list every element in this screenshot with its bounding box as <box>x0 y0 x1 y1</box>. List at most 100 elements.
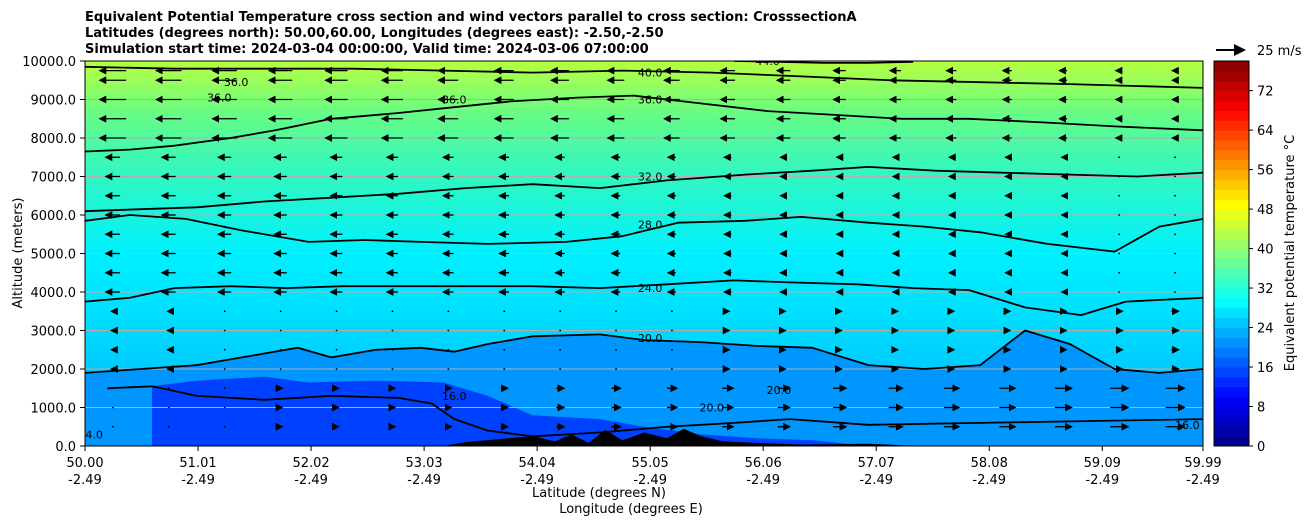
y-tick-label: 8000.0 <box>31 132 77 147</box>
wind-vector <box>223 348 226 351</box>
x-axis-label-latitude: Latitude (degrees N) <box>532 486 666 501</box>
wind-vector <box>112 406 114 409</box>
colorbar-swatch <box>1214 288 1249 299</box>
x-tick-label-lat: 59.09 <box>1084 456 1121 471</box>
colorbar-swatch <box>1214 238 1249 250</box>
x-tick-label-lon: -2.49 <box>68 473 102 488</box>
wind-vector <box>503 329 506 332</box>
contour-label: 36.0 <box>442 93 467 106</box>
wind-vector <box>559 348 562 351</box>
x-tick-label-lat: 53.03 <box>405 456 442 471</box>
wind-vector <box>447 310 450 313</box>
colorbar-swatch <box>1214 100 1249 111</box>
x-tick-label-lon: -2.49 <box>520 473 554 488</box>
y-tick-label: 0.0 <box>55 440 76 455</box>
y-tick-label: 6000.0 <box>31 209 77 224</box>
colorbar-tick-label: 16 <box>1257 361 1274 376</box>
x-tick-label-lon: -2.49 <box>859 473 893 488</box>
colorbar-swatch <box>1214 327 1249 338</box>
wind-vector <box>223 329 226 332</box>
wind-vector <box>447 368 450 370</box>
wind-vector <box>335 348 338 351</box>
terrain <box>443 428 936 446</box>
y-tick-label: 5000.0 <box>31 248 77 263</box>
wind-vector <box>167 425 170 428</box>
wind-vector <box>279 329 282 332</box>
wind-vector <box>1174 252 1176 255</box>
colorbar-tick-label: 32 <box>1257 282 1274 297</box>
colorbar-tick-label: 40 <box>1257 243 1274 258</box>
contour-label: 36.0 <box>207 92 232 105</box>
x-tick-label-lat: 58.08 <box>971 456 1008 471</box>
colorbar-swatch <box>1214 436 1249 447</box>
title-line-2: Latitudes (degrees north): 50.00,60.00, … <box>85 26 664 41</box>
contour-label: 16.0 <box>442 390 467 403</box>
wind-vector <box>503 348 506 351</box>
wind-vector <box>223 368 226 370</box>
colorbar-swatch <box>1214 189 1249 200</box>
colorbar-swatch <box>1214 70 1249 82</box>
wind-vector <box>559 329 562 332</box>
colorbar-swatch <box>1214 367 1249 378</box>
contour-label: 28.0 <box>638 219 663 232</box>
wind-vector <box>1174 271 1176 274</box>
colorbar-tick-label: 64 <box>1257 124 1274 139</box>
contour-label: 36.0 <box>638 93 663 106</box>
contour-label: 32.0 <box>638 170 663 183</box>
colorbar-tick-label: 72 <box>1257 85 1274 100</box>
colorbar-swatch <box>1214 386 1249 398</box>
wind-vector <box>391 348 394 351</box>
wind-vector <box>1174 156 1176 159</box>
colorbar-swatch <box>1214 307 1249 319</box>
fill-band-12 <box>152 376 869 446</box>
colorbar-swatch <box>1214 110 1249 121</box>
wind-vector <box>391 368 394 370</box>
wind-vector <box>112 387 114 390</box>
wind-vector <box>1118 271 1121 274</box>
wind-vector <box>223 387 226 390</box>
x-tick-label-lat: 51.01 <box>179 456 216 471</box>
x-tick-label-lon: -2.49 <box>746 473 780 488</box>
x-tick-label-lat: 50.00 <box>66 456 103 471</box>
colorbar-swatch <box>1214 396 1249 408</box>
theta-e-fill-bands <box>85 330 1203 446</box>
wind-vector <box>335 368 338 370</box>
colorbar-swatch <box>1214 218 1249 230</box>
wind-vector <box>671 368 673 370</box>
wind-vector <box>1174 175 1176 178</box>
x-tick-label-lat: 57.07 <box>858 456 895 471</box>
wind-vector <box>335 329 338 332</box>
wind-vector <box>615 368 617 370</box>
x-tick-label-lat: 59.99 <box>1184 456 1221 471</box>
wind-vector <box>279 310 282 313</box>
colorbar-tick-label: 56 <box>1257 164 1274 179</box>
y-tick-label: 4000.0 <box>31 286 77 301</box>
x-tick-label-lon: -2.49 <box>1186 473 1220 488</box>
contour-line-20 <box>85 329 1203 374</box>
contour-line-44 <box>734 61 914 64</box>
wind-vector <box>1118 194 1121 197</box>
wind-vector <box>559 310 562 313</box>
wind-vector <box>1118 175 1121 178</box>
colorbar-swatch <box>1214 317 1249 329</box>
y-axis-label: Altitude (meters) <box>11 198 26 309</box>
wind-vector <box>223 406 226 409</box>
wind-vector <box>447 348 450 351</box>
colorbar: 0 8 16 24 32 40 48 56 64 72 Equivalent potential … <box>1213 60 1298 455</box>
colorbar-swatch <box>1214 278 1249 289</box>
x-tick-label-lon: -2.49 <box>294 473 328 488</box>
x-tick-label-lon: -2.49 <box>1085 473 1119 488</box>
wind-vector <box>223 310 226 313</box>
colorbar-label: Equivalent potential temperature °C <box>1283 135 1298 371</box>
colorbar-swatch <box>1214 337 1249 348</box>
wind-vector <box>223 425 226 428</box>
colorbar-swatch <box>1214 268 1249 279</box>
quiver-key-label: 25 m/s <box>1257 44 1302 59</box>
colorbar-swatch <box>1214 90 1249 101</box>
colorbar-swatch <box>1214 357 1249 368</box>
wind-vector <box>1118 156 1121 159</box>
wind-vector <box>1174 194 1176 197</box>
colorbar-swatch <box>1214 416 1249 427</box>
wind-vector <box>1118 214 1121 216</box>
